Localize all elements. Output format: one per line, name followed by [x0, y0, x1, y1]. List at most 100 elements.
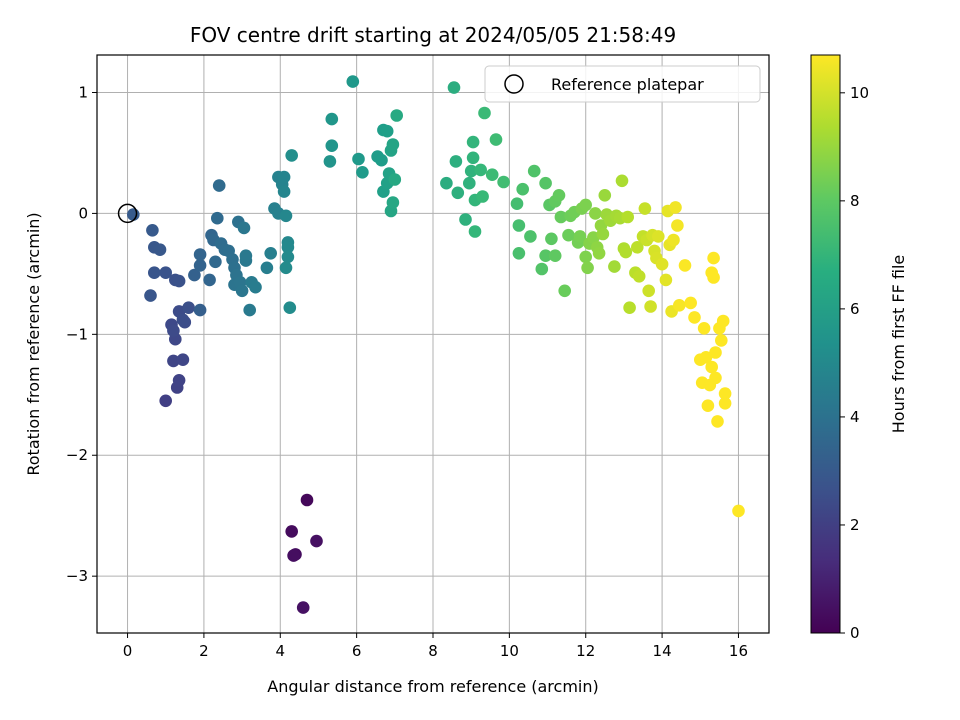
scatter-point: [182, 301, 195, 315]
scatter-point: [466, 135, 480, 149]
x-tick-label: 10: [500, 642, 519, 660]
scatter-point: [277, 170, 291, 184]
scatter-point: [631, 241, 644, 254]
colorbar: [810, 54, 841, 634]
legend-marker-reference: [504, 74, 524, 94]
x-axis-ticks: 0 2 4 6 8 10 12 14 16: [123, 633, 748, 660]
scatter-point: [474, 163, 488, 177]
colorbar-ticks: 0 2 4 6 8 10: [840, 84, 869, 642]
scatter-point: [285, 525, 299, 538]
scatter-point: [203, 273, 216, 287]
scatter-point: [325, 112, 339, 126]
scatter-point: [325, 139, 339, 152]
x-axis-title: Angular distance from reference (arcmin): [267, 677, 598, 696]
colorbar-title: Hours from first FF file: [889, 255, 908, 434]
scatter-point: [562, 228, 575, 242]
scatter-point: [176, 313, 190, 327]
scatter-point: [718, 397, 732, 410]
scatter-point: [709, 371, 722, 385]
scatter-point: [468, 225, 482, 238]
scatter-point: [673, 299, 686, 312]
scatter-point: [167, 354, 180, 368]
scatter-point: [697, 322, 711, 335]
scatter-point: [655, 257, 669, 271]
scatter-point: [598, 189, 612, 202]
colorbar-tick-label: 8: [850, 192, 860, 210]
scatter-point: [527, 164, 541, 178]
x-tick-label: 14: [653, 642, 672, 660]
scatter-point: [449, 155, 463, 168]
scatter-points: [127, 75, 745, 614]
scatter-point: [592, 247, 606, 260]
y-tick-label: −2: [66, 446, 88, 464]
scatter-point: [644, 300, 657, 313]
y-tick-label: −3: [66, 567, 88, 585]
x-tick-label: 16: [729, 642, 748, 660]
scatter-point: [652, 230, 665, 243]
scatter-point: [352, 152, 365, 166]
scatter-point: [464, 164, 478, 178]
scatter-point: [193, 248, 207, 261]
scatter-point: [386, 196, 400, 209]
scatter-point: [127, 208, 140, 221]
scatter-point: [699, 351, 713, 364]
scatter-point: [260, 261, 274, 275]
scatter-point: [153, 243, 167, 256]
scatter-point: [707, 251, 720, 265]
scatter-point: [172, 374, 186, 387]
scatter-point: [621, 210, 634, 224]
scatter-point: [558, 284, 571, 298]
y-axis-title: Rotation from reference (arcmin): [24, 212, 43, 475]
legend-box: [484, 65, 761, 103]
scatter-point: [193, 259, 207, 272]
scatter-point: [466, 151, 480, 165]
scatter-point: [539, 249, 552, 262]
scatter-point: [587, 231, 600, 244]
scatter-point: [669, 201, 682, 214]
scatter-point: [552, 189, 566, 202]
scatter-point: [707, 271, 720, 284]
scatter-point: [209, 255, 222, 269]
scatter-point: [688, 311, 701, 324]
scatter-point: [548, 249, 562, 262]
y-axis-ticks: −3 −2 −1 0 1: [66, 83, 97, 585]
scatter-point: [277, 185, 291, 198]
scatter-point: [279, 261, 293, 275]
scatter-point: [716, 314, 730, 328]
scatter-point: [539, 176, 552, 190]
scatter-point: [249, 280, 262, 294]
scatter-point: [476, 190, 489, 203]
scatter-point: [478, 106, 491, 120]
x-tick-label: 12: [576, 642, 595, 660]
scatter-point: [283, 301, 297, 315]
scatter-point: [581, 261, 594, 275]
scatter-point: [264, 247, 278, 260]
scatter-point: [619, 245, 633, 259]
scatter-point: [535, 262, 549, 276]
scatter-point: [678, 259, 692, 272]
scatter-point: [237, 221, 251, 235]
scatter-point: [447, 81, 461, 94]
y-tick-label: 0: [78, 204, 88, 222]
scatter-point: [709, 346, 722, 359]
scatter-point: [380, 124, 394, 138]
scatter-point: [451, 186, 465, 200]
scatter-point: [579, 198, 592, 212]
scatter-point: [671, 219, 684, 232]
scatter-point: [545, 232, 558, 246]
scatter-point: [346, 75, 360, 88]
x-tick-label: 4: [275, 642, 285, 660]
scatter-point: [632, 270, 646, 283]
scatter-point: [239, 249, 253, 262]
scatter-point: [715, 334, 728, 347]
x-tick-label: 2: [199, 642, 209, 660]
scatter-point: [235, 284, 249, 298]
colorbar-tick-label: 10: [850, 84, 869, 102]
scatter-point: [512, 247, 526, 260]
scatter-point: [579, 250, 592, 264]
scatter-point: [310, 534, 323, 548]
x-tick-label: 6: [352, 642, 362, 660]
scatter-point: [281, 241, 295, 254]
scatter-point: [596, 227, 610, 241]
